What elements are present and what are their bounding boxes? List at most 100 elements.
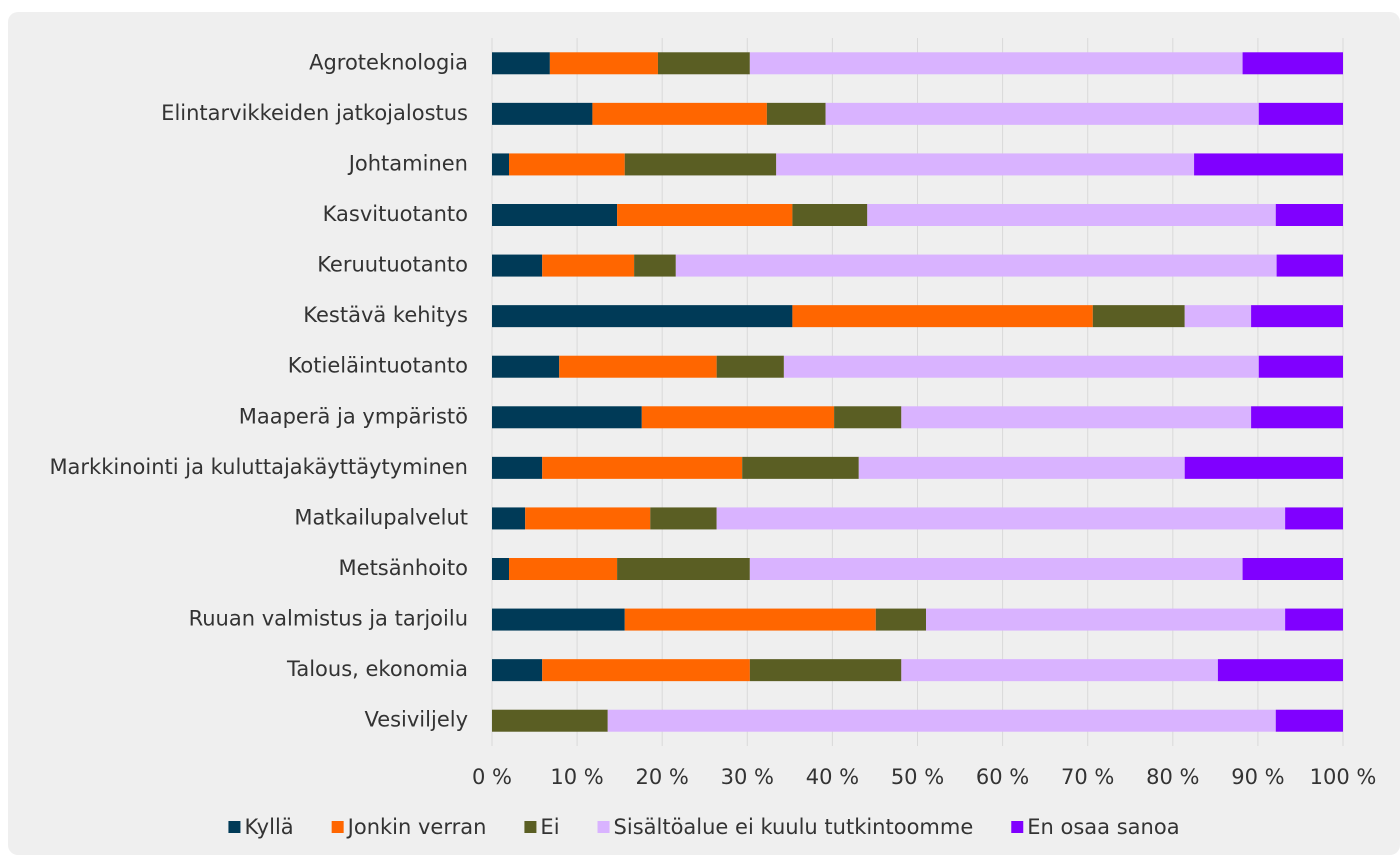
bar-segment <box>509 153 625 176</box>
bar-segment <box>617 204 793 226</box>
bar-segment <box>1242 52 1343 75</box>
bar-segment <box>1194 153 1343 176</box>
bar-segment <box>875 608 927 631</box>
bar-segment <box>624 608 876 631</box>
bar-segment <box>542 254 635 277</box>
y-tick-label: Markkinointi ja kuluttajakäyttäytyminen <box>49 455 468 479</box>
legend-swatch <box>1011 821 1024 833</box>
bar-segment <box>1184 305 1252 328</box>
bar-segment <box>492 52 550 75</box>
bar-segment <box>492 709 608 732</box>
bar-segment <box>592 102 767 125</box>
bar-segment <box>675 254 1277 277</box>
bar-segment <box>525 507 651 530</box>
x-tick-label: 10 % <box>550 765 603 789</box>
bar-segment <box>617 558 750 580</box>
bar-segment <box>559 355 717 378</box>
y-tick-label: Elintarvikkeiden jatkojalostus <box>161 101 468 125</box>
bar-segment <box>492 254 543 277</box>
bar-segment <box>1276 254 1343 277</box>
bar-segment <box>749 558 1243 580</box>
y-tick-label: Talous, ekonomia <box>286 657 468 681</box>
bar-segment <box>509 558 618 580</box>
y-tick-label: Kasvituotanto <box>323 202 468 226</box>
y-tick-label: Matkailupalvelut <box>294 505 468 529</box>
legend-swatch <box>228 821 241 833</box>
bar-segment <box>867 204 1276 226</box>
bar-segment <box>1258 355 1343 378</box>
bar-segment <box>542 659 750 682</box>
bar-segment <box>834 406 902 429</box>
y-tick-label: Agroteknologia <box>309 50 468 74</box>
x-tick-label: 50 % <box>891 765 944 789</box>
x-tick-label: 90 % <box>1231 765 1284 789</box>
bar-segment <box>901 406 1252 429</box>
bar-segment <box>492 355 560 378</box>
y-tick-label: Keruutuotanto <box>317 253 468 277</box>
legend-swatch <box>331 821 344 833</box>
y-tick-label: Ruuan valmistus ja tarjoilu <box>189 607 468 631</box>
bar-segment <box>792 204 868 226</box>
y-tick-label: Vesiviljely <box>364 708 468 732</box>
bar-segment <box>716 507 1286 530</box>
x-tick-label: 40 % <box>806 765 859 789</box>
x-tick-label: 0 % <box>472 765 512 789</box>
bar-segment <box>492 558 510 580</box>
bar-segment <box>492 305 793 328</box>
bar-segment <box>901 659 1218 682</box>
legend-label: Kyllä <box>244 815 293 839</box>
bar-segment <box>792 305 1093 328</box>
bar-segment <box>749 659 902 682</box>
legend-label: Jonkin verran <box>346 815 487 839</box>
x-tick-label: 70 % <box>1061 765 1114 789</box>
bar-segment <box>650 507 717 530</box>
bar-segment <box>542 456 743 479</box>
y-tick-label: Johtaminen <box>347 151 468 175</box>
bar-segment <box>492 204 618 226</box>
bar-segment <box>1285 608 1343 631</box>
bar-segment <box>492 456 543 479</box>
x-tick-label: 100 % <box>1310 765 1377 789</box>
bar-segment <box>1258 102 1343 125</box>
bar-segment <box>624 153 777 176</box>
legend-label: Sisältöalue ei kuulu tutkintoomme <box>614 815 974 839</box>
bar-segment <box>492 507 526 530</box>
bar-segment <box>492 659 543 682</box>
bar-segment <box>1217 659 1343 682</box>
bar-segment <box>1092 305 1185 328</box>
bar-segment <box>492 406 642 429</box>
bar-segment <box>742 456 859 479</box>
bar-segment <box>858 456 1185 479</box>
bar-segment <box>1251 406 1343 429</box>
bar-segment <box>549 52 658 75</box>
legend-swatch <box>524 821 537 833</box>
y-tick-label: Kestävä kehitys <box>303 303 468 327</box>
bar-segment <box>607 709 1276 732</box>
bar-segment <box>766 102 826 125</box>
bar-segment <box>749 52 1243 75</box>
legend-swatch <box>597 821 610 833</box>
bar-segment <box>1251 305 1343 328</box>
legend-label: En osaa sanoa <box>1027 815 1179 839</box>
bar-segment <box>716 355 784 378</box>
bar-segment <box>492 608 625 631</box>
x-tick-label: 80 % <box>1146 765 1199 789</box>
bar-segment <box>492 102 593 125</box>
bar-segment <box>641 406 835 429</box>
y-tick-label: Metsänhoito <box>339 556 468 580</box>
bar-segment <box>776 153 1195 176</box>
bar-segment <box>1275 204 1343 226</box>
bar-segment <box>1275 709 1343 732</box>
bar-segment <box>825 102 1259 125</box>
bar-segment <box>1242 558 1343 580</box>
bar-segment <box>634 254 676 277</box>
x-tick-label: 30 % <box>721 765 774 789</box>
bar-segment <box>657 52 750 75</box>
bar-segment <box>492 153 510 176</box>
y-tick-label: Maaperä ja ympäristö <box>239 404 468 428</box>
legend-label: Ei <box>540 815 559 839</box>
x-tick-label: 20 % <box>636 765 689 789</box>
y-tick-label: Kotieläintuotanto <box>288 354 468 378</box>
bar-segment <box>783 355 1259 378</box>
